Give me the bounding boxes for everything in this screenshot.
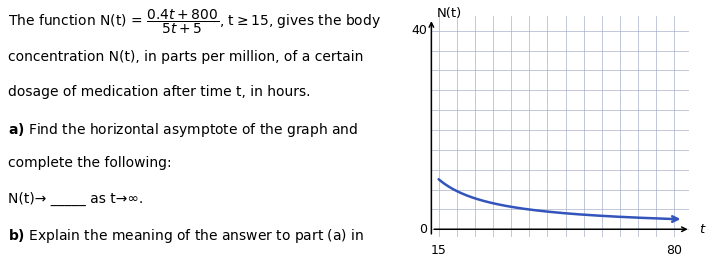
Text: $\mathbf{a)}$ Find the horizontal asymptote of the graph and: $\mathbf{a)}$ Find the horizontal asympt… <box>9 121 359 139</box>
Text: t: t <box>700 223 705 236</box>
Text: dosage of medication after time t, in hours.: dosage of medication after time t, in ho… <box>9 85 311 99</box>
Text: The function N(t) = $\dfrac{0.4t + 800}{5t + 5}$, t$\geq$15, gives the body: The function N(t) = $\dfrac{0.4t + 800}{… <box>9 8 381 36</box>
Text: 0: 0 <box>419 223 427 236</box>
Text: N(t)→ _____ as t→∞.: N(t)→ _____ as t→∞. <box>9 192 144 206</box>
Text: $\mathbf{b)}$ Explain the meaning of the answer to part (a) in: $\mathbf{b)}$ Explain the meaning of the… <box>9 227 365 245</box>
Text: 15: 15 <box>431 244 447 257</box>
Text: 40: 40 <box>411 24 427 37</box>
Text: complete the following:: complete the following: <box>9 156 172 170</box>
Text: N(t): N(t) <box>436 7 462 20</box>
Text: 80: 80 <box>666 244 682 257</box>
Text: concentration N(t), in parts per million, of a certain: concentration N(t), in parts per million… <box>9 50 364 64</box>
